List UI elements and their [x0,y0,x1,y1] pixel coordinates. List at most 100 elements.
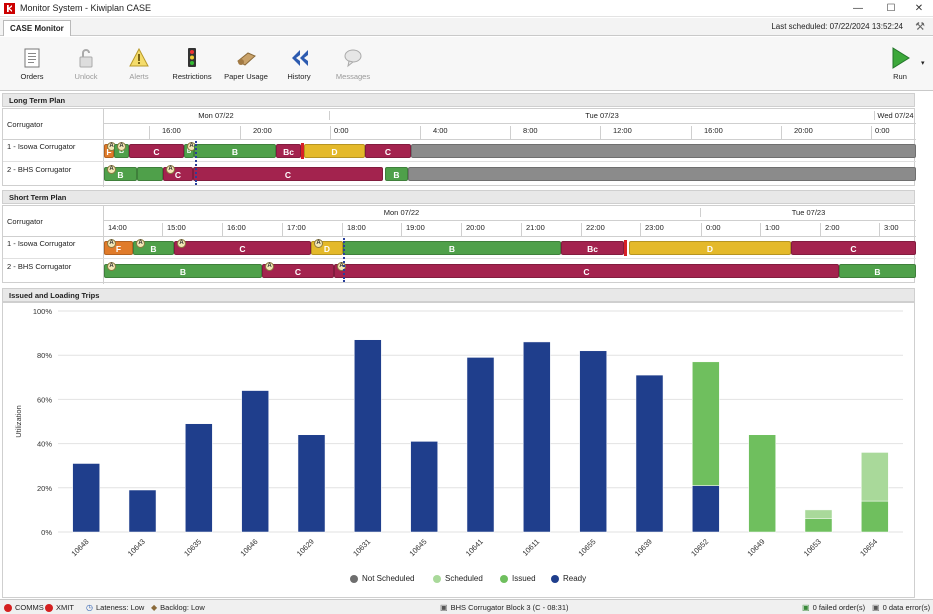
short-term-plan-header: Short Term Plan [2,190,915,204]
long-term-day-mon: Mon 07/22 [103,111,330,120]
lt-isowa-seg[interactable]: B [194,144,276,158]
backlog-status: ◆ Backlog: Low [151,603,205,612]
st-tick: 19:00 [401,223,425,236]
legend-dot [551,574,559,583]
lt-bhs-grey [408,167,916,181]
bar-ready [241,390,269,533]
machine-icon: ▣ [440,603,448,612]
lt-tick: 16:00 [691,126,723,139]
lt-isowa-seg[interactable]: Bc [276,144,301,158]
lt-tick: 8:00 [510,126,538,139]
lt-tick: 0:00 [330,126,349,139]
bar-ready [72,463,100,533]
st-tick: 0:00 [701,223,721,236]
y-axis-label: Utilization [14,405,23,438]
lateness-status: ◷ Lateness: Low [86,603,145,612]
lt-bhs-seg[interactable]: C [193,167,383,181]
paper-usage-label: Paper Usage [224,72,268,81]
unlock-button[interactable]: Unlock [58,37,114,91]
failed-orders-icon: ▣ [802,603,810,612]
orders-button[interactable]: Orders [4,37,60,91]
failed-orders-status[interactable]: ▣ 0 failed order(s) [802,603,866,612]
toolbar: Orders Unlock Alerts Restrictions Paper … [0,37,933,91]
st-tick: 21:00 [521,223,545,236]
st-tick: 23:00 [640,223,664,236]
x-tick-label: 10611 [521,537,542,558]
paper-usage-button[interactable]: Paper Usage [218,37,274,91]
utilization-chart: 0% 20% 40% 60% 80% 100% Utilization 10648 10643 1… [14,307,903,558]
trips-chart-panel: 0% 20% 40% 60% 80% 100% Utilization 10648 10643 1… [2,302,915,598]
st-isowa-seg[interactable]: B [343,241,561,255]
backlog-icon: ◆ [151,603,158,612]
short-term-col-header: Corrugator [7,217,43,226]
st-isowa-seg[interactable]: C [791,241,916,255]
y-tick-label: 20% [37,484,52,493]
lt-isowa-seg[interactable]: D [304,144,365,158]
y-tick-label: 0% [41,528,52,537]
lt-bhs-seg[interactable]: B [385,167,408,181]
lt-isowa-seg[interactable]: C [129,144,184,158]
st-bhs-seg[interactable]: B [839,264,916,278]
bar-ready [466,357,495,533]
lt-row-isowa-label: 1 - Isowa Corrugator [7,142,76,151]
bar-issued [804,518,833,533]
restrictions-button[interactable]: Restrictions [164,37,220,91]
app-logo-icon [4,3,15,14]
alerts-button[interactable]: Alerts [111,37,167,91]
unlock-icon [79,49,93,68]
close-button[interactable]: ✕ [914,3,924,14]
st-tick: 2:00 [820,223,840,236]
y-tick-label: 80% [37,351,52,360]
messages-button[interactable]: Messages [325,37,381,91]
lt-isowa-seg[interactable]: C [365,144,411,158]
paper-usage-icon [237,52,256,66]
lt-row-bhs-label: 2 - BHS Corrugator [7,165,72,174]
maximize-button[interactable]: ☐ [886,3,896,14]
minimize-button[interactable]: — [853,3,863,14]
alerts-label: Alerts [129,72,149,81]
title-bar: Monitor System - Kiwiplan CASE — ☐ ✕ [0,0,933,17]
run-dropdown-icon[interactable]: ▾ [921,60,925,67]
xmit-light-icon [45,603,53,612]
lt-tick: 4:00 [420,126,448,139]
legend-dot [433,574,441,583]
tab-case-monitor[interactable]: CASE Monitor [3,20,71,36]
st-isowa-seg[interactable]: Bc [561,241,624,255]
x-tick-label: 10655 [576,537,597,558]
st-tick: 16:00 [222,223,246,236]
legend-dot [350,574,358,583]
history-button[interactable]: History [271,37,327,91]
x-tick-label: 10652 [689,537,710,558]
run-button[interactable]: Run [872,37,928,91]
x-tick-label: 10653 [802,537,823,558]
x-tick-label: 10643 [126,537,147,558]
x-tick-label: 10631 [351,537,372,558]
lt-current-time-line [195,141,197,185]
tab-row: CASE Monitor Last scheduled: 07/22/2024 … [0,18,933,36]
st-tick: 14:00 [103,223,127,236]
y-tick-label: 100% [33,307,53,316]
messages-icon [344,49,362,68]
st-isowa-seg[interactable]: D [629,241,791,255]
bar-ready [579,350,607,533]
short-term-plan-panel: Corrugator Mon 07/22 Tue 07/23 14:00 15:… [2,205,916,284]
bar-ready [410,441,438,533]
data-errors-status[interactable]: ▣ 0 data error(s) [872,603,931,612]
short-term-day-mon: Mon 07/22 [103,208,701,217]
x-tick-label: 10646 [238,537,259,558]
bar-issued [861,500,889,533]
short-term-day-tue: Tue 07/23 [791,208,826,217]
wrench-icon[interactable]: ⚒ [915,21,925,33]
